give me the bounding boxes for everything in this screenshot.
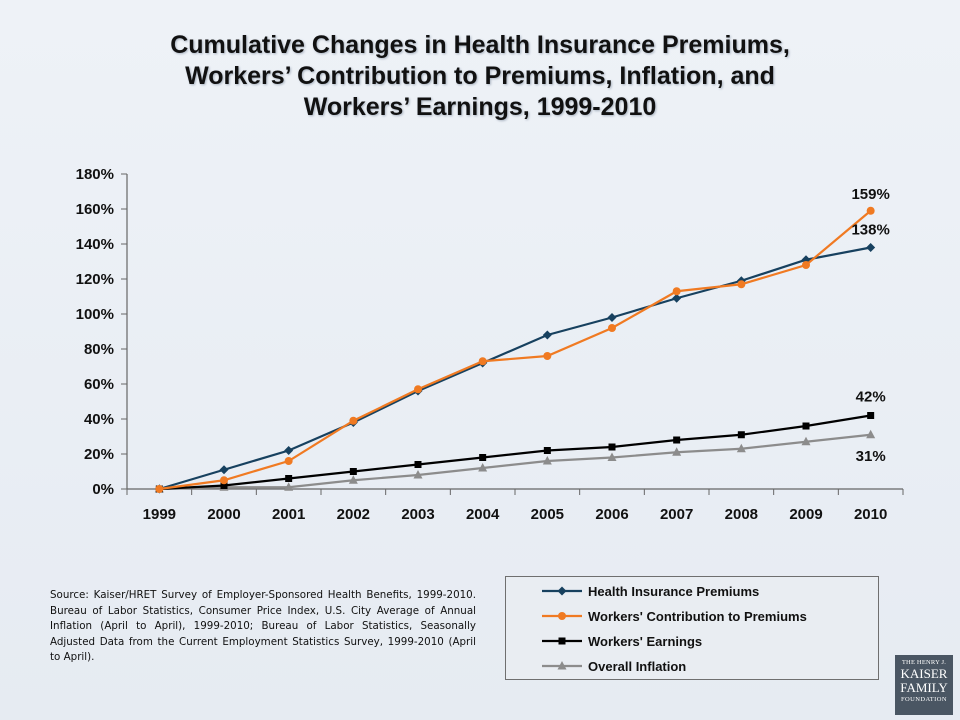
logo-line-1: THE HENRY J. [901,659,947,666]
legend-marker [558,637,566,645]
series-2-point [867,412,875,419]
series-line-1 [159,209,872,491]
title-line-3: Workers’ Earnings, 1999-2010 [303,93,657,121]
series-1-point [802,261,810,269]
legend-marker [557,586,567,596]
title-line-1: Cumulative Changes in Health Insurance P… [170,31,790,59]
series-3-point [736,443,746,453]
series-0-point [284,446,294,455]
legend-label: Health Insurance Premiums [588,584,760,599]
y-tick-label: 140% [76,236,114,253]
kff-logo: THE HENRY J. KAISER FAMILY FOUNDATION [895,655,953,715]
y-tick-label: 40% [84,411,114,428]
series-1-point [349,416,358,425]
series-2-point [802,422,810,430]
y-tick-label: 80% [84,341,114,358]
legend-swatch [542,612,582,620]
legend-label: Workers' Contribution to Premiums [588,609,807,624]
x-tick-label: 2002 [337,506,370,523]
logo-line-4: FOUNDATION [901,696,947,703]
x-tick-label: 2007 [660,506,693,523]
legend-swatch [542,586,582,596]
legend-item: Overall Inflation [506,656,878,676]
chart-title: Cumulative Changes in Health Insurance P… [40,30,920,123]
x-tick-label: 2008 [725,506,758,523]
line-chart: 0% 20% 40% 60% 80% 100% 120% 140% 160% 180% 1999 20… [76,166,904,523]
series-1-point [155,485,164,493]
legend-marker [557,661,567,670]
end-value-label: 138% [851,222,889,239]
legend-label: Overall Inflation [588,659,687,674]
series-0-point [219,465,229,475]
logo-line-2: KAISER [900,666,948,681]
legend-item: Health Insurance Premiums [506,581,878,601]
title-line-2: Workers’ Contribution to Premiums, Infla… [185,62,775,90]
y-tick-label: 100% [76,306,114,323]
legend-item: Workers' Earnings [506,631,878,651]
series-2-point [414,461,422,468]
logo-line-3: FAMILY [900,680,948,695]
end-value-label: 159% [851,186,889,203]
series-3-point [284,482,294,491]
chart-legend: Health Insurance Premiums Workers' Contri… [505,576,879,680]
x-tick-label: 1999 [143,506,176,523]
series-line-0 [159,246,871,491]
series-0-point [866,243,876,252]
y-tick-label: 180% [76,166,114,183]
series-line-2 [159,414,871,491]
series-3-point [413,470,423,479]
x-tick-label: 2010 [854,506,887,523]
x-tick-label: 2005 [531,506,564,523]
legend-swatch [542,661,582,670]
x-tick-label: 2000 [207,506,240,523]
series-2-point [220,482,228,489]
series-3-point [607,452,617,461]
series-3-point [348,475,358,484]
series-3-point [542,456,552,465]
y-tick-label: 160% [76,201,114,218]
series-1-point [220,476,228,485]
series-1-point [672,287,681,296]
legend-marker [558,612,566,620]
series-1-point [737,280,746,289]
x-tick-label: 2004 [466,506,500,523]
series-1-point [543,352,552,360]
legend-label: Workers' Earnings [588,634,703,649]
series-3-point [866,429,876,439]
end-value-label: 42% [856,389,886,406]
series-0-point [672,293,682,303]
x-tick-label: 2006 [595,506,628,523]
x-tick-label: 2003 [401,506,434,523]
legend-swatch [542,637,582,645]
series-2-point [608,443,616,451]
series-1-point [284,457,293,465]
series-2-point [479,454,487,461]
x-tick-label: 2001 [272,506,305,523]
series-3-point [801,436,811,446]
y-tick-label: 60% [84,376,114,393]
end-value-label: 31% [856,448,886,465]
y-tick-label: 0% [92,481,114,498]
series-1-point [478,357,487,366]
y-tick-label: 120% [76,271,114,288]
series-3-point [672,447,682,456]
series-1-point [414,385,422,394]
series-2-point [285,475,293,482]
series-2-point [673,436,681,444]
series-1-point [866,206,875,215]
legend-item: Workers' Contribution to Premiums [506,606,878,626]
series-2-point [349,468,357,475]
y-tick-label: 20% [84,446,114,463]
x-tick-label: 2009 [789,506,822,523]
series-3-point [478,463,488,472]
series-0-point [607,313,617,322]
series-line-3 [159,433,871,491]
series-2-point [737,431,745,439]
series-2-point [543,447,551,454]
series-0-point [542,330,552,340]
source-note: Source: Kaiser/HRET Survey of Employer-S… [50,589,476,663]
series-1-point [608,324,616,332]
